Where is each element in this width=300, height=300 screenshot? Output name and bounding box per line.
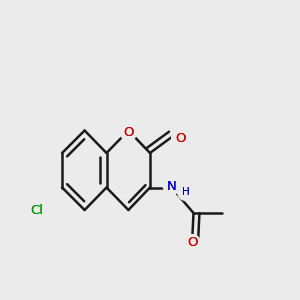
Text: H: H [182,187,190,197]
Circle shape [163,178,180,194]
Circle shape [184,235,200,251]
Circle shape [178,184,194,200]
Text: H: H [182,187,190,197]
Circle shape [172,130,188,146]
Text: O: O [187,236,197,250]
Text: O: O [187,236,197,250]
Text: N: N [167,179,176,193]
Text: Cl: Cl [30,203,44,217]
Text: O: O [175,131,185,145]
Text: O: O [175,131,185,145]
Text: Cl: Cl [30,203,44,217]
Text: O: O [123,125,134,139]
Text: O: O [123,125,134,139]
Circle shape [28,202,45,218]
Circle shape [120,124,137,140]
Text: N: N [167,179,176,193]
